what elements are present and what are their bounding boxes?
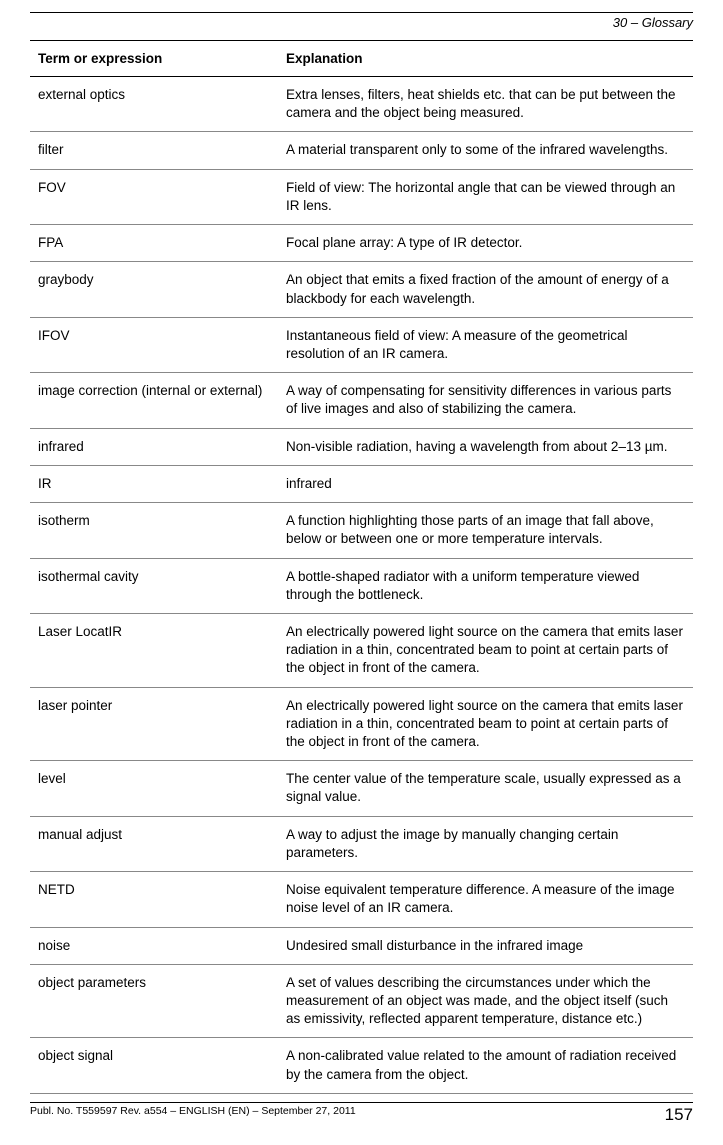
column-header-term: Term or expression xyxy=(30,41,278,77)
table-row: FOVField of view: The horizontal angle t… xyxy=(30,169,693,224)
cell-term: laser pointer xyxy=(30,687,278,761)
table-row: object signalA non-calibrated value rela… xyxy=(30,1038,693,1093)
cell-explanation: Instantaneous field of view: A measure o… xyxy=(278,317,693,372)
column-header-explanation: Explanation xyxy=(278,41,693,77)
table-row: Laser LocatIRAn electrically powered lig… xyxy=(30,613,693,687)
cell-explanation: infrared xyxy=(278,465,693,502)
table-row: infraredNon-visible radiation, having a … xyxy=(30,428,693,465)
cell-explanation: A function highlighting those parts of a… xyxy=(278,503,693,558)
cell-term: graybody xyxy=(30,262,278,317)
table-row: FPAFocal plane array: A type of IR detec… xyxy=(30,225,693,262)
cell-explanation: A set of values describing the circumsta… xyxy=(278,964,693,1038)
content-area: Term or expression Explanation external … xyxy=(30,40,693,1096)
cell-term: IFOV xyxy=(30,317,278,372)
cell-explanation: Field of view: The horizontal angle that… xyxy=(278,169,693,224)
table-row: laser pointerAn electrically powered lig… xyxy=(30,687,693,761)
cell-explanation: The center value of the temperature scal… xyxy=(278,761,693,816)
table-row: external opticsExtra lenses, filters, he… xyxy=(30,77,693,132)
cell-term: image correction (internal or external) xyxy=(30,373,278,428)
cell-term: object signal xyxy=(30,1038,278,1093)
table-row: levelThe center value of the temperature… xyxy=(30,761,693,816)
table-row: graybodyAn object that emits a fixed fra… xyxy=(30,262,693,317)
cell-explanation: Noise equivalent temperature difference.… xyxy=(278,872,693,927)
cell-term: noise xyxy=(30,927,278,964)
cell-explanation: An electrically powered light source on … xyxy=(278,687,693,761)
cell-explanation: A non-calibrated value related to the am… xyxy=(278,1038,693,1093)
cell-explanation: A bottle-shaped radiator with a uniform … xyxy=(278,558,693,613)
table-row: isothermal cavityA bottle-shaped radiato… xyxy=(30,558,693,613)
cell-term: external optics xyxy=(30,77,278,132)
cell-term: infrared xyxy=(30,428,278,465)
cell-term: object parameters xyxy=(30,964,278,1038)
page-header: 30 – Glossary xyxy=(30,12,693,30)
cell-explanation: Non-visible radiation, having a waveleng… xyxy=(278,428,693,465)
cell-term: isothermal cavity xyxy=(30,558,278,613)
cell-term: Laser LocatIR xyxy=(30,613,278,687)
cell-explanation: An electrically powered light source on … xyxy=(278,613,693,687)
cell-term: filter xyxy=(30,132,278,169)
table-row: noiseUndesired small disturbance in the … xyxy=(30,927,693,964)
table-row: image correction (internal or external)A… xyxy=(30,373,693,428)
cell-explanation: Focal plane array: A type of IR detector… xyxy=(278,225,693,262)
cell-term: NETD xyxy=(30,872,278,927)
section-label: 30 – Glossary xyxy=(613,15,693,30)
table-row: NETDNoise equivalent temperature differe… xyxy=(30,872,693,927)
table-row: IRinfrared xyxy=(30,465,693,502)
cell-explanation: Extra lenses, filters, heat shields etc.… xyxy=(278,77,693,132)
cell-explanation: A way to adjust the image by manually ch… xyxy=(278,816,693,871)
cell-explanation: A material transparent only to some of t… xyxy=(278,132,693,169)
footer-page-number: 157 xyxy=(665,1105,693,1125)
table-row: IFOVInstantaneous field of view: A measu… xyxy=(30,317,693,372)
glossary-table: Term or expression Explanation external … xyxy=(30,40,693,1094)
table-header-row: Term or expression Explanation xyxy=(30,41,693,77)
table-row: isothermA function highlighting those pa… xyxy=(30,503,693,558)
cell-explanation: An object that emits a fixed fraction of… xyxy=(278,262,693,317)
page-footer: Publ. No. T559597 Rev. a554 – ENGLISH (E… xyxy=(30,1102,693,1125)
cell-term: FOV xyxy=(30,169,278,224)
cell-term: isotherm xyxy=(30,503,278,558)
cell-term: FPA xyxy=(30,225,278,262)
table-row: manual adjustA way to adjust the image b… xyxy=(30,816,693,871)
table-row: object parametersA set of values describ… xyxy=(30,964,693,1038)
footer-publication-info: Publ. No. T559597 Rev. a554 – ENGLISH (E… xyxy=(30,1105,356,1125)
cell-explanation: Undesired small disturbance in the infra… xyxy=(278,927,693,964)
table-row: filterA material transparent only to som… xyxy=(30,132,693,169)
cell-explanation: A way of compensating for sensitivity di… xyxy=(278,373,693,428)
cell-term: manual adjust xyxy=(30,816,278,871)
cell-term: IR xyxy=(30,465,278,502)
cell-term: level xyxy=(30,761,278,816)
